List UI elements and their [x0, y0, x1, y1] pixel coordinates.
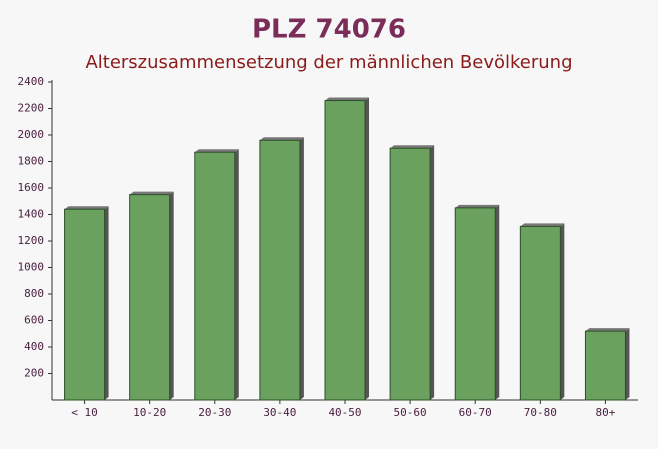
chart-title: PLZ 74076	[252, 15, 406, 45]
bar-shadow	[365, 97, 369, 401]
bar-shadow	[299, 137, 304, 401]
y-tick-label: 1800	[18, 155, 45, 168]
bar-shadow	[129, 191, 174, 195]
x-tick-label: 80+	[596, 406, 616, 419]
y-tick-label: 200	[24, 367, 44, 380]
chart-subtitle: Alterszusammensetzung der männlichen Bev…	[85, 52, 572, 73]
y-tick-label: 1400	[18, 208, 45, 221]
bar	[584, 330, 626, 401]
bar-shadow	[585, 328, 630, 332]
x-tick-label: 50-60	[394, 406, 427, 419]
x-tick-label: 60-70	[459, 406, 492, 419]
y-tick-label: 2000	[18, 128, 45, 141]
bar	[454, 207, 496, 401]
bar-shadow	[169, 191, 174, 400]
bar-shadow	[104, 206, 109, 400]
x-tick-label: 30-40	[263, 406, 296, 419]
x-tick-label: 10-20	[133, 406, 166, 419]
y-tick-label: 1600	[18, 181, 45, 194]
y-tick-label: 2200	[18, 102, 45, 115]
x-tick-label: 70-80	[524, 406, 557, 419]
bar-shadow	[194, 149, 239, 153]
bar-shadow	[64, 206, 109, 210]
bar	[129, 194, 171, 401]
bar-shadow	[390, 145, 435, 149]
x-tick-label: < 10	[71, 406, 98, 419]
bar	[324, 100, 366, 401]
y-tick-label: 1200	[18, 234, 45, 247]
bar	[259, 139, 301, 401]
y-tick-label: 2400	[18, 75, 45, 88]
y-tick-label: 1000	[18, 261, 45, 274]
x-tick-label: 20-30	[198, 406, 231, 419]
bar-shadow	[560, 223, 565, 400]
y-tick-label: 400	[24, 340, 44, 353]
bar	[519, 225, 561, 401]
bar-shadow	[455, 204, 500, 208]
bar-shadow	[495, 204, 500, 400]
x-tick-label: 40-50	[328, 406, 361, 419]
bar	[389, 147, 431, 401]
bar	[194, 151, 236, 401]
bar-shadow	[625, 328, 630, 400]
bar-shadow	[430, 145, 435, 400]
bar-shadow	[520, 223, 565, 227]
bar	[64, 208, 106, 401]
y-tick-label: 600	[24, 314, 44, 327]
bar-shadow	[234, 149, 239, 400]
bar-shadow	[325, 97, 369, 101]
y-tick-label: 800	[24, 287, 44, 300]
bar-shadow	[259, 137, 304, 141]
